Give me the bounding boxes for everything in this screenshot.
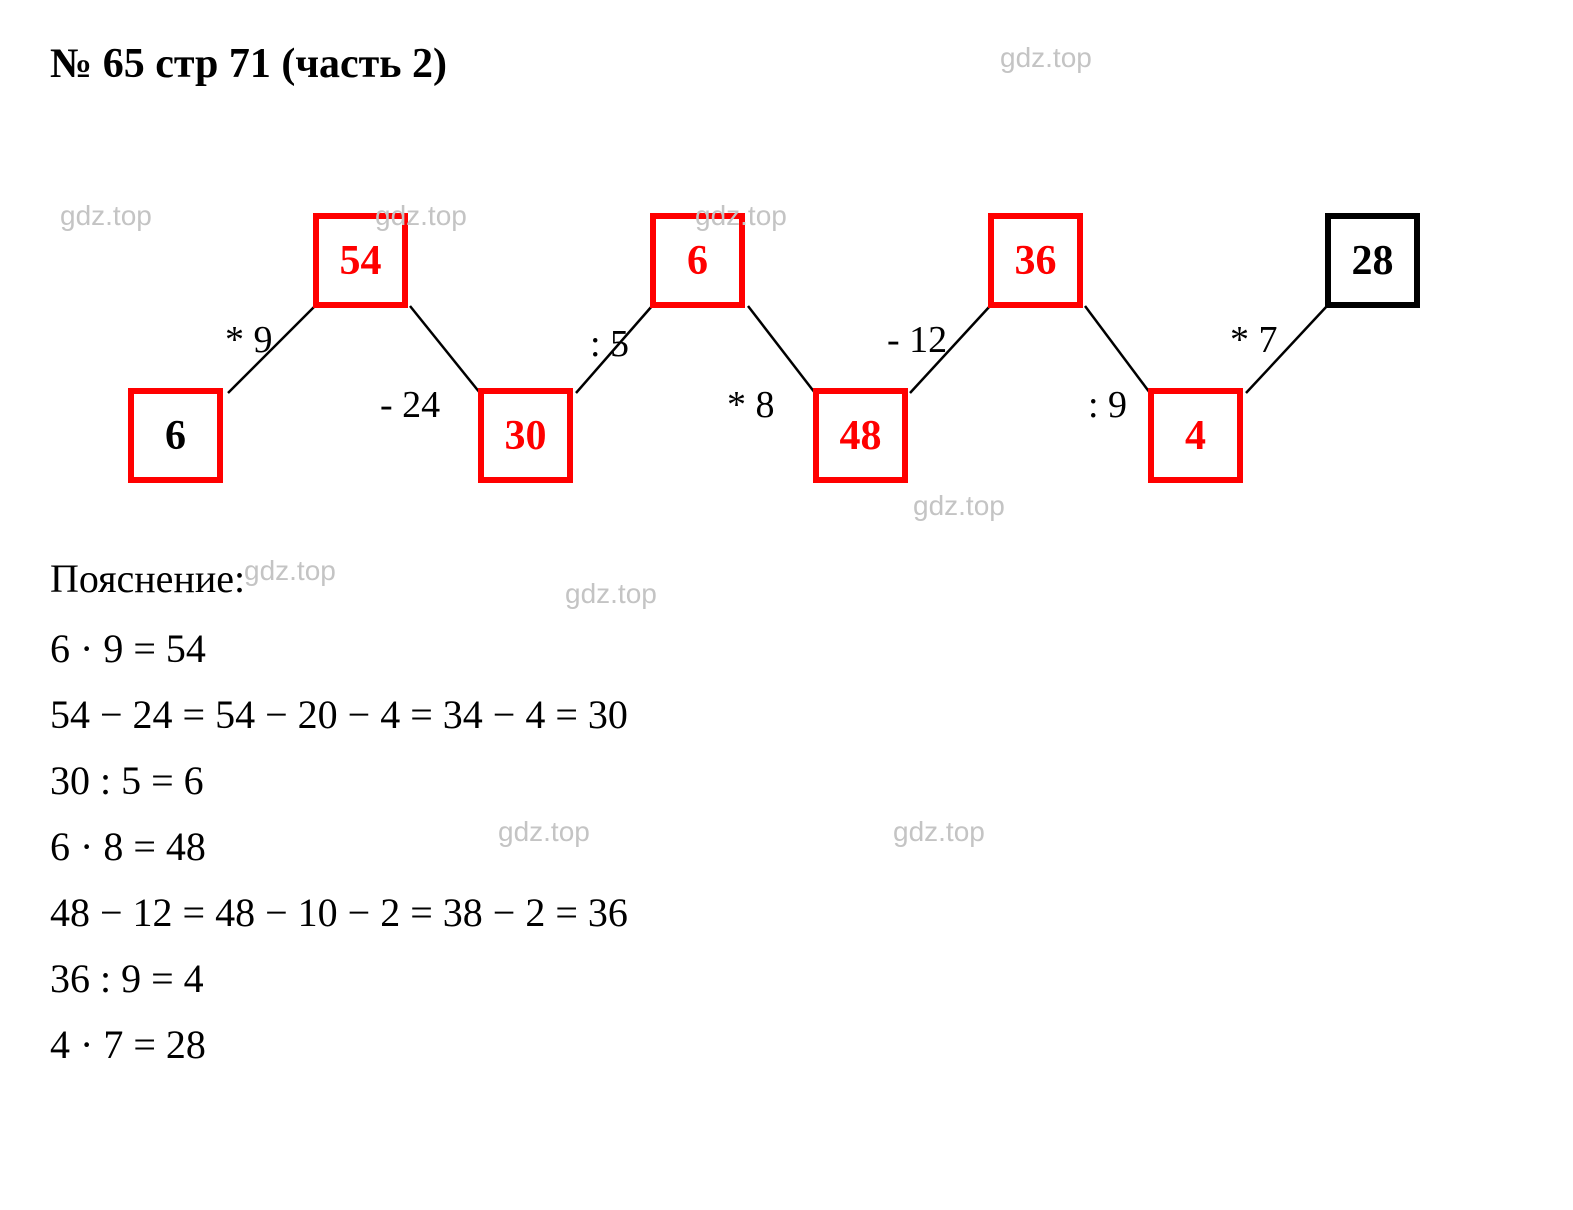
value-box: 6 bbox=[650, 213, 745, 308]
value-box: 30 bbox=[478, 388, 573, 483]
box-label: 54 bbox=[340, 237, 382, 285]
explanation-title: Пояснение: bbox=[50, 548, 1523, 610]
value-box: 48 bbox=[813, 388, 908, 483]
box-label: 30 bbox=[505, 412, 547, 460]
explanation-line: 48 − 12 = 48 − 10 − 2 = 38 − 2 = 36 bbox=[50, 882, 1523, 944]
edge bbox=[748, 306, 815, 393]
edge bbox=[410, 306, 480, 393]
value-box: 28 bbox=[1325, 213, 1420, 308]
box-label: 36 bbox=[1015, 237, 1057, 285]
box-label: 6 bbox=[165, 412, 186, 460]
op-label: - 12 bbox=[887, 318, 947, 362]
box-label: 4 bbox=[1185, 412, 1206, 460]
op-label: * 8 bbox=[727, 383, 775, 427]
box-label: 48 bbox=[840, 412, 882, 460]
edge bbox=[1085, 306, 1150, 393]
explanation-line: 30 : 5 = 6 bbox=[50, 750, 1523, 812]
explanation-line: 6 · 9 = 54 bbox=[50, 618, 1523, 680]
page-title: № 65 стр 71 (часть 2) bbox=[50, 40, 1523, 88]
box-label: 28 bbox=[1352, 237, 1394, 285]
explanation-line: 6 · 8 = 48 bbox=[50, 816, 1523, 878]
op-label: : 5 bbox=[590, 322, 629, 366]
explanation-block: Пояснение: 6 · 9 = 54 54 − 24 = 54 − 20 … bbox=[50, 548, 1523, 1076]
op-label: * 7 bbox=[1230, 318, 1278, 362]
value-box: 54 bbox=[313, 213, 408, 308]
explanation-line: 4 · 7 = 28 bbox=[50, 1014, 1523, 1076]
op-label: - 24 bbox=[380, 383, 440, 427]
value-box: 36 bbox=[988, 213, 1083, 308]
op-label: * 9 bbox=[225, 318, 273, 362]
op-label: : 9 bbox=[1088, 383, 1127, 427]
value-box: 4 bbox=[1148, 388, 1243, 483]
explanation-line: 54 − 24 = 54 − 20 − 4 = 34 − 4 = 30 bbox=[50, 684, 1523, 746]
box-label: 6 bbox=[687, 237, 708, 285]
explanation-line: 36 : 9 = 4 bbox=[50, 948, 1523, 1010]
calc-diagram: 6 54 30 6 48 36 4 28 * 9 - 24 : 5 * 8 - … bbox=[80, 128, 1523, 508]
value-box: 6 bbox=[128, 388, 223, 483]
